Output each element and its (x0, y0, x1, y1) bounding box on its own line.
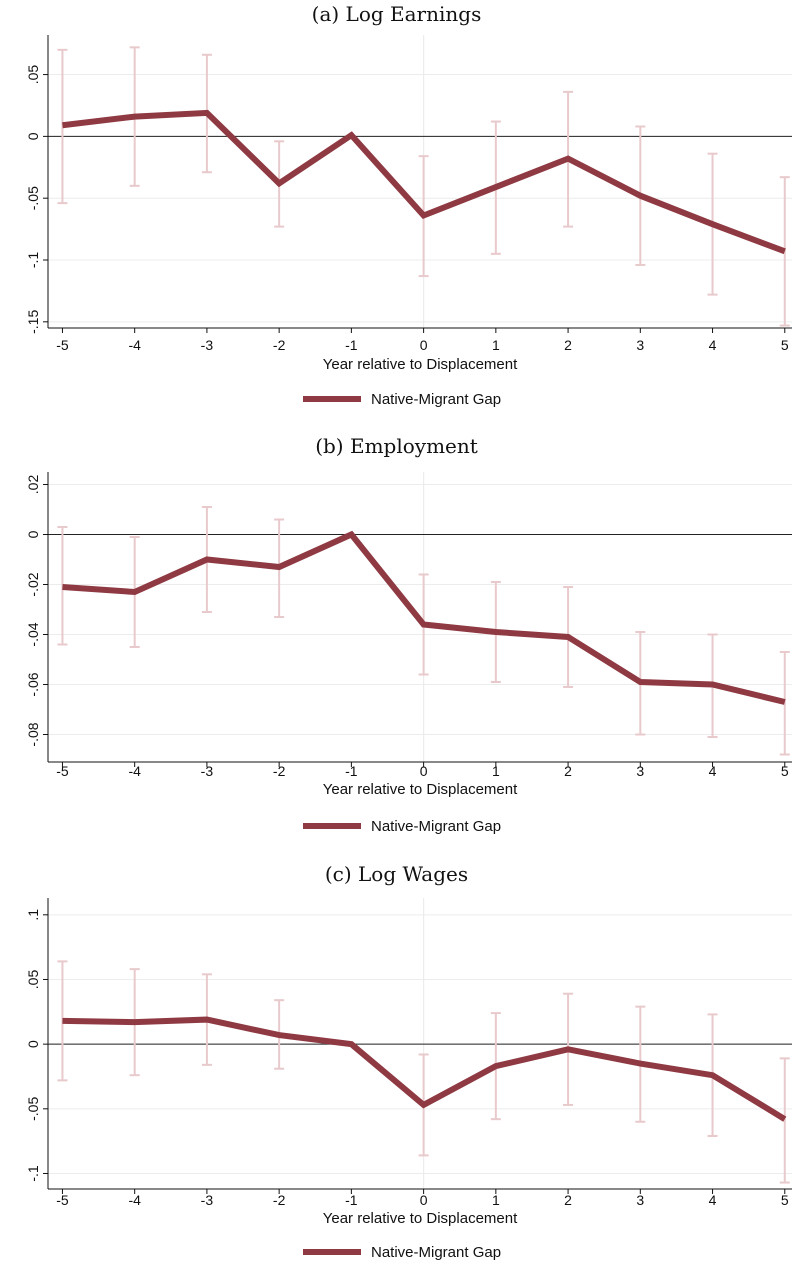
x-tick-label: -4 (128, 763, 141, 779)
x-tick-label: -5 (56, 1192, 69, 1208)
y-tick-label: -.1 (25, 252, 41, 269)
x-tick-label: -2 (273, 1192, 286, 1208)
x-tick-label: -4 (128, 1192, 141, 1208)
x-tick-label: -4 (128, 337, 141, 353)
chart-title: (c) Log Wages (324, 862, 469, 886)
x-axis-title: Year relative to Displacement (323, 356, 518, 373)
x-tick-label: 0 (420, 1192, 428, 1208)
x-tick-label: -5 (56, 763, 69, 779)
series-line-native-migrant-gap (62, 109, 786, 255)
y-tick-label: .1 (25, 909, 41, 921)
y-tick-label: 0 (25, 132, 41, 140)
x-tick-label: 2 (564, 763, 572, 779)
ci-bar (57, 526, 68, 646)
y-tick-label: 0 (25, 530, 41, 538)
ci-bar (779, 1057, 790, 1184)
series-line-native-migrant-gap (62, 1016, 787, 1122)
panel-employment: (b) Employment .02 0 -.02 -.04 -.06 -.08 -5 -4 -… (0, 432, 793, 844)
x-tick-label: -1 (345, 1192, 358, 1208)
chart-title: (a) Log Earnings (311, 2, 482, 26)
legend-label: Native-Migrant Gap (371, 391, 501, 408)
x-tick-label: -1 (345, 763, 358, 779)
x-tick-label: -1 (345, 337, 358, 353)
y-tick-label: -.1 (25, 1165, 41, 1182)
x-tick-label: 5 (781, 1192, 789, 1208)
x-tick-label: 4 (709, 1192, 717, 1208)
x-tick-label: 1 (492, 337, 500, 353)
x-tick-label: 3 (636, 337, 644, 353)
y-tick-label: 0 (25, 1040, 41, 1048)
x-axis-title: Year relative to Displacement (323, 1210, 518, 1227)
x-tick-label: -3 (201, 763, 214, 779)
y-tick-label: .05 (25, 970, 41, 990)
chart-employment: .02 0 -.02 -.04 -.06 -.08 -5 -4 -3 -2 -1 0 1 2 3 4 5 Year… (25, 472, 792, 835)
x-tick-label: -3 (201, 1192, 214, 1208)
x-tick-label: 4 (709, 763, 717, 779)
ci-bar (57, 48, 68, 205)
x-tick-label: -5 (56, 337, 69, 353)
x-tick-label: -2 (273, 763, 286, 779)
x-tick-label: 0 (420, 763, 428, 779)
y-tick-label: -.05 (25, 1097, 41, 1121)
x-tick-label: 2 (564, 337, 572, 353)
y-tick-label: -.06 (25, 672, 41, 696)
chart-title: (b) Employment (315, 434, 478, 458)
x-tick-label: 1 (492, 763, 500, 779)
y-tick-label: -.15 (25, 310, 41, 334)
x-tick-label: 3 (636, 1192, 644, 1208)
x-tick-label: 3 (636, 763, 644, 779)
legend-label: Native-Migrant Gap (371, 818, 501, 835)
x-tick-label: 5 (781, 337, 789, 353)
legend-label: Native-Migrant Gap (371, 1244, 501, 1261)
y-tick-label: -.05 (25, 186, 41, 210)
y-tick-label: -.02 (25, 572, 41, 596)
chart-log-earnings: .05 0 -.05 -.1 -.15 -5 -4 -3 -2 -1 0 1 2 3 4 5 Year rela… (25, 35, 792, 408)
chart-log-wages: .1 .05 0 -.05 -.1 -5 -4 -3 -2 -1 0 1 2 3 4 5 Year relati… (25, 898, 792, 1261)
x-tick-label: 0 (420, 337, 428, 353)
panel-log-earnings: (a) Log Earnings .05 0 -.05 -.1 -.15 -5 -4 -3 -2… (0, 0, 793, 420)
y-tick-label: .05 (25, 65, 41, 85)
x-axis-title: Year relative to Displacement (323, 781, 518, 798)
x-tick-label: 1 (492, 1192, 500, 1208)
x-tick-label: 5 (781, 763, 789, 779)
y-tick-label: -.04 (25, 622, 41, 646)
series-line-native-migrant-gap (62, 530, 786, 705)
y-tick-label: .02 (25, 475, 41, 495)
panel-log-wages: (c) Log Wages .1 .05 0 -.05 -.1 -5 -4 -3 -2 -1 0 1 2… (0, 860, 793, 1262)
ci-bar (779, 651, 790, 756)
y-tick-label: -.08 (25, 722, 41, 746)
x-tick-label: -2 (273, 337, 286, 353)
x-tick-label: -3 (201, 337, 214, 353)
x-tick-label: 2 (564, 1192, 572, 1208)
x-tick-label: 4 (709, 337, 717, 353)
ci-bar (779, 176, 790, 327)
